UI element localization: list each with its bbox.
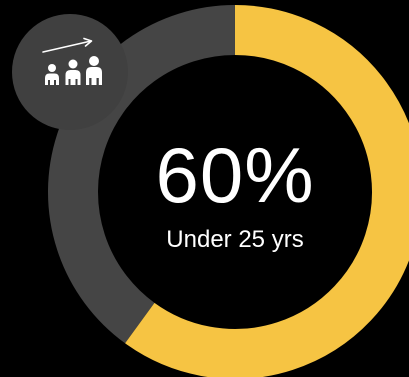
group-growth-icon (42, 37, 102, 85)
center-value: 60% (155, 131, 315, 219)
donut-slice-under-25 (125, 5, 409, 377)
donut-slice-remainder (48, 5, 236, 344)
center-label: Under 25 yrs (166, 226, 304, 253)
icon-badge (12, 14, 128, 130)
